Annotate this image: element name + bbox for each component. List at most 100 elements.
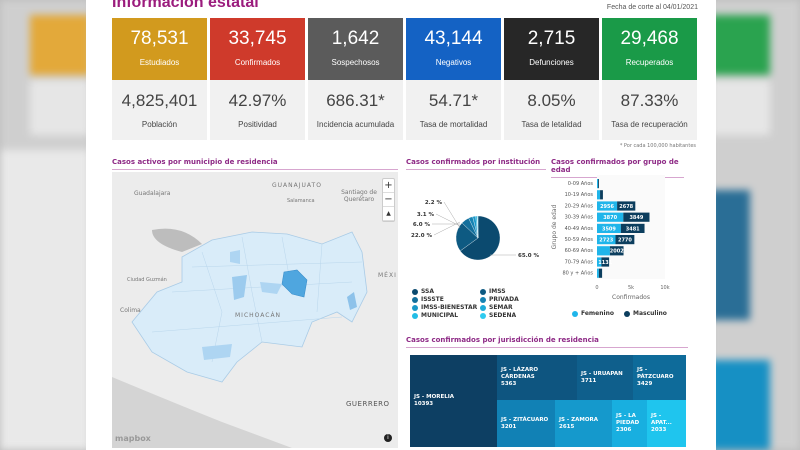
treemap-cell[interactable]: JS - LÁZARO CÁRDENAS 5363 bbox=[497, 355, 577, 400]
pie-slice-ssa[interactable] bbox=[459, 215, 501, 261]
card-stat-label: Positividad bbox=[238, 120, 277, 129]
y-tick-label: 40-49 Años bbox=[565, 226, 594, 232]
bar-data-label: 2678 bbox=[619, 204, 633, 210]
pie-legend-item[interactable]: MUNICIPAL bbox=[412, 312, 458, 319]
treemap-cell[interactable]: JS - URUAPAN 3711 bbox=[577, 355, 633, 400]
treemap-cell-label: JS - LA PIEDAD bbox=[616, 413, 640, 427]
legend-swatch bbox=[412, 288, 418, 295]
bar-masculino[interactable] bbox=[620, 223, 645, 233]
bar-masculino[interactable] bbox=[623, 212, 650, 222]
bar-femenino[interactable] bbox=[597, 212, 624, 222]
card-stat: 4,825,401 Población bbox=[112, 80, 207, 140]
card-value: 2,715 bbox=[527, 28, 576, 49]
bar-masculino[interactable] bbox=[601, 257, 610, 267]
bar-femenino[interactable] bbox=[597, 223, 621, 233]
pie-legend-item[interactable]: ISSSTE bbox=[412, 296, 444, 303]
bar-data-label: 3849 bbox=[629, 215, 643, 221]
bar-femenino[interactable] bbox=[597, 201, 618, 211]
compass-button[interactable]: ▲ bbox=[383, 207, 394, 221]
legend-swatch bbox=[480, 296, 486, 303]
pie-legend-item[interactable]: SEMAR bbox=[480, 304, 513, 311]
zoom-out-button[interactable]: − bbox=[383, 194, 394, 207]
card-stat-label: Tasa de letalidad bbox=[521, 120, 582, 129]
map-label-colima: Colima bbox=[120, 307, 141, 314]
treemap-title: Casos confirmados por jurisdicción de re… bbox=[406, 336, 688, 348]
municipality-map[interactable]: GUANAJUATO Guadalajara Santiago de Queré… bbox=[112, 172, 398, 448]
pie-legend-item[interactable]: IMSS bbox=[480, 288, 506, 295]
map-label-queretaro: Santiago de Querétaro bbox=[341, 189, 377, 203]
bar-masculino[interactable] bbox=[598, 268, 603, 278]
bar-femenino[interactable] bbox=[597, 235, 616, 245]
card-label: Negativos bbox=[435, 58, 472, 67]
bar-femenino[interactable] bbox=[597, 190, 601, 200]
card-value: 33,745 bbox=[228, 28, 287, 49]
pie-legend-item[interactable]: PRIVADA bbox=[480, 296, 519, 303]
bar-data-label: 2002 bbox=[610, 249, 624, 255]
map-label-guadalajara: Guadalajara bbox=[134, 190, 171, 197]
card-value: 78,531 bbox=[130, 28, 189, 49]
pie-data-label: 65.0 % bbox=[518, 253, 539, 259]
treemap-cell[interactable]: JS - APAT... 2033 bbox=[647, 400, 686, 447]
card-label: Estudiados bbox=[139, 58, 180, 67]
pie-legend-item[interactable]: SSA bbox=[412, 288, 434, 295]
treemap-cell[interactable]: JS - MORELIA 10393 bbox=[410, 355, 497, 447]
bar-data-label: 3509 bbox=[602, 226, 616, 232]
page-title: Información estatal bbox=[112, 0, 259, 11]
legend-femenino[interactable]: Femenino bbox=[581, 310, 614, 317]
x-tick-label: 10k bbox=[660, 285, 669, 291]
stat-card-estudiados: 78,531 Estudiados 4,825,401 Población bbox=[112, 18, 207, 140]
treemap-cell-value: 2615 bbox=[559, 423, 575, 430]
stat-card-sospechosos: 1,642 Sospechosos 686.31* Incidencia acumul… bbox=[308, 18, 403, 140]
card-stat-value: 42.97% bbox=[228, 91, 287, 110]
card-stat-value: 686.31* bbox=[326, 91, 385, 110]
pie-legend-item[interactable]: IMSS-BIENESTAR bbox=[412, 304, 477, 311]
treemap-cell-label: JS - URUAPAN bbox=[581, 370, 623, 377]
bar-femenino[interactable] bbox=[597, 179, 599, 189]
legend-masculino-swatch bbox=[624, 310, 630, 317]
card-header: 29,468 Recuperados bbox=[602, 18, 697, 80]
x-axis-label: Confirmados bbox=[612, 294, 650, 301]
bar-masculino[interactable] bbox=[617, 201, 636, 211]
pie-leader-line bbox=[435, 213, 461, 227]
map-label-ciudad-guzman: Ciudad Guzmán bbox=[127, 277, 167, 283]
pie-legend: SSA IMSS ISSSTE PRIVADA IMSS-BIENESTAR SEMAR M… bbox=[412, 288, 552, 320]
legend-label: SEMAR bbox=[489, 304, 513, 311]
card-label: Defunciones bbox=[529, 58, 574, 67]
pie-title: Casos confirmados por institución bbox=[406, 158, 546, 170]
mapbox-logo[interactable]: mapbox bbox=[115, 434, 151, 443]
bar-data-label: 1131 bbox=[598, 260, 612, 266]
card-value: 43,144 bbox=[424, 28, 483, 49]
treemap-cell-value: 3201 bbox=[501, 423, 517, 430]
treemap-cell[interactable]: JS - ZITÁCUARO 3201 bbox=[497, 400, 555, 447]
map-shapes bbox=[112, 228, 368, 448]
bar-masculino[interactable] bbox=[609, 246, 624, 256]
bar-masculino[interactable] bbox=[598, 179, 599, 189]
treemap-cell[interactable]: JS - LA PIEDAD 2306 bbox=[612, 400, 647, 447]
legend-masculino[interactable]: Masculino bbox=[633, 310, 667, 317]
legend-label: SEDENA bbox=[489, 312, 517, 319]
bar-masculino[interactable] bbox=[615, 235, 635, 245]
x-tick-label: 5k bbox=[628, 285, 634, 291]
treemap-cell[interactable]: JS - ZAMORA 2615 bbox=[555, 400, 612, 447]
y-tick-label: 60-69 Años bbox=[565, 248, 594, 254]
pie-legend-item[interactable]: SEDENA bbox=[480, 312, 516, 319]
card-stat: 42.97% Positividad bbox=[210, 80, 305, 140]
bar-femenino[interactable] bbox=[597, 257, 602, 267]
card-header: 2,715 Defunciones bbox=[504, 18, 599, 80]
map-title: Casos activos por municipio de residenci… bbox=[112, 158, 398, 170]
bar-femenino[interactable] bbox=[597, 268, 599, 278]
map-label-guanajuato: GUANAJUATO bbox=[272, 182, 322, 189]
zoom-in-button[interactable]: + bbox=[383, 180, 394, 193]
card-header: 33,745 Confirmados bbox=[210, 18, 305, 80]
treemap-cell-value: 5363 bbox=[501, 380, 517, 387]
bar-data-label: 2770 bbox=[618, 238, 632, 244]
treemap-cell-value: 3429 bbox=[637, 380, 653, 387]
treemap-cell[interactable]: JS - PÁTZCUARO 3429 bbox=[633, 355, 686, 400]
bar-femenino[interactable] bbox=[597, 246, 610, 256]
legend-swatch bbox=[412, 304, 418, 311]
card-header: 78,531 Estudiados bbox=[112, 18, 207, 80]
bar-data-label: 3481 bbox=[626, 226, 640, 232]
y-axis-label: Grupo de edad bbox=[551, 204, 558, 249]
info-icon[interactable]: i bbox=[384, 434, 392, 442]
bar-masculino[interactable] bbox=[600, 190, 603, 200]
